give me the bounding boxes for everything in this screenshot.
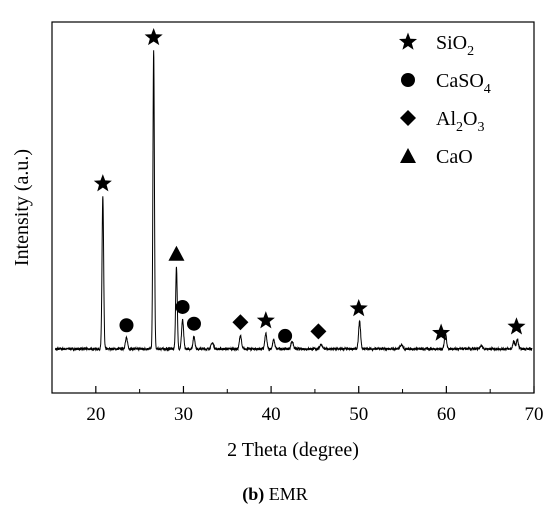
star-marker	[144, 27, 163, 46]
star-marker	[432, 323, 451, 341]
diamond-legend-icon	[400, 110, 416, 126]
caption-panel-letter: (b)	[242, 484, 264, 505]
figure-caption: (b) EMR	[242, 484, 308, 505]
plot-area: 20 30 40 50 60 70	[51, 21, 544, 425]
legend-label: CaSO4	[436, 70, 491, 97]
xrd-pattern-line	[55, 50, 533, 353]
y-axis-label: Intensity (a.u.)	[11, 149, 33, 266]
star-marker	[507, 317, 526, 335]
legend-label: SiO2	[436, 32, 474, 59]
legend: SiO2 CaSO4 Al2O3 CaO	[398, 32, 491, 168]
diamond-marker	[232, 314, 249, 331]
circle-marker	[278, 328, 293, 343]
phase-markers	[93, 27, 526, 343]
triangle-legend-icon	[400, 148, 416, 163]
x-tick-label: 60	[437, 404, 456, 425]
star-marker	[256, 311, 275, 329]
circle-marker	[175, 299, 190, 314]
x-tick-label: 50	[349, 404, 368, 425]
legend-label: Al2O3	[436, 108, 484, 135]
x-tick-label: 40	[262, 404, 281, 425]
plot-frame	[51, 21, 535, 394]
x-tick-label: 30	[174, 404, 193, 425]
circle-marker	[119, 318, 134, 333]
diamond-marker	[310, 323, 327, 340]
star-marker	[349, 299, 368, 317]
star-marker	[93, 174, 112, 192]
star-legend-icon	[398, 32, 418, 50]
x-axis-ticks: 20 30 40 50 60 70	[51, 386, 544, 425]
x-axis-label: 2 Theta (degree)	[227, 439, 359, 461]
triangle-marker	[168, 245, 185, 261]
x-tick-label: 20	[86, 404, 105, 425]
circle-marker	[186, 316, 201, 331]
legend-label: CaO	[436, 146, 473, 168]
circle-legend-icon	[401, 73, 415, 87]
x-tick-label: 70	[525, 404, 544, 425]
caption-text: EMR	[264, 484, 308, 504]
